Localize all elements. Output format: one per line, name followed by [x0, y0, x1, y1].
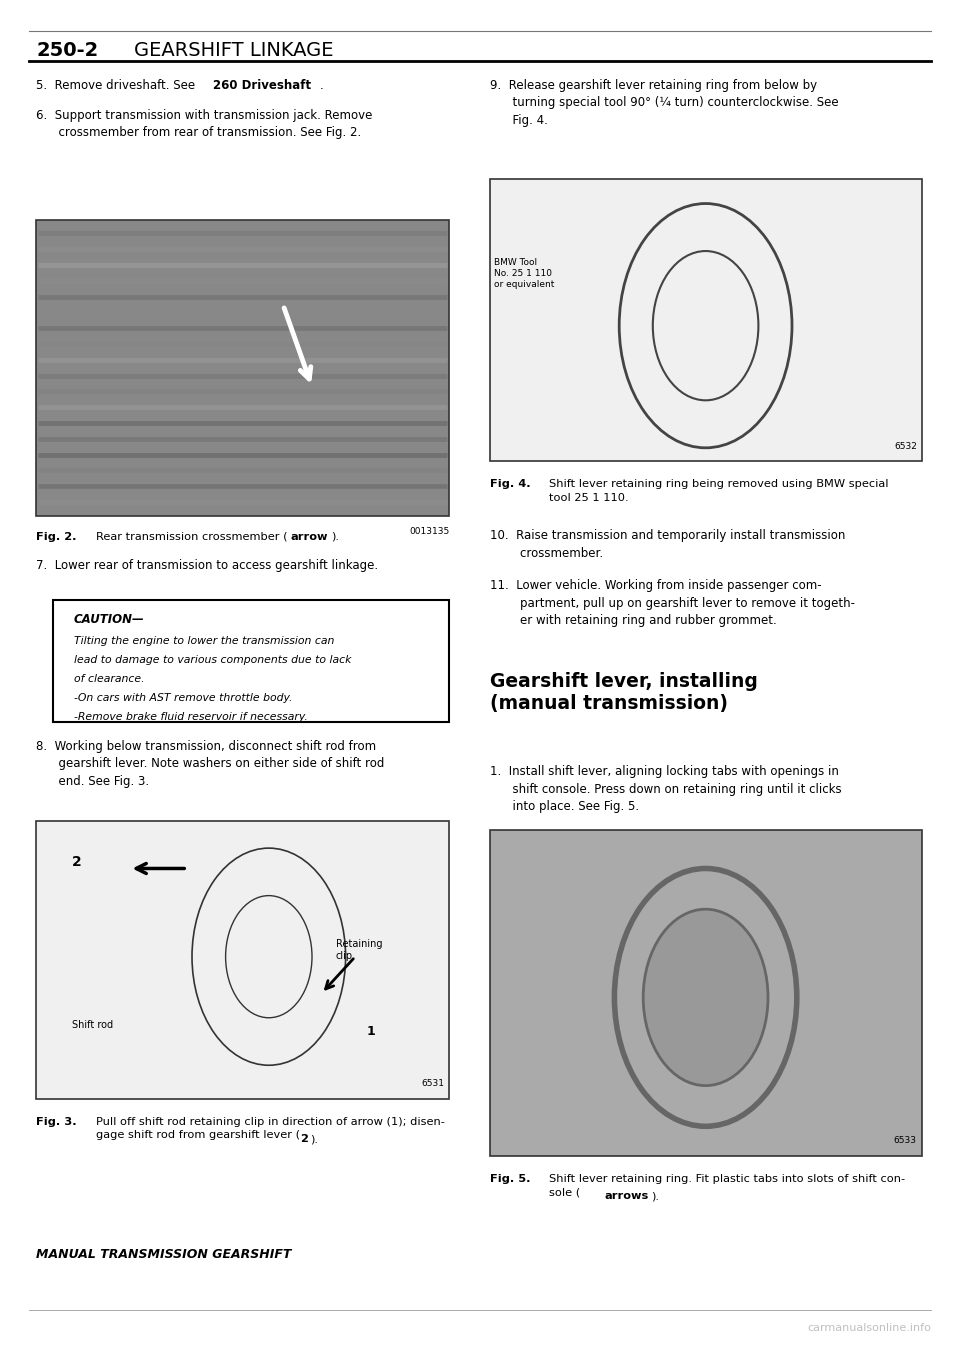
- Text: 6532: 6532: [894, 441, 917, 451]
- Text: 9.  Release gearshift lever retaining ring from below by
      turning special t: 9. Release gearshift lever retaining rin…: [490, 79, 838, 126]
- Text: CAUTION—: CAUTION—: [74, 613, 145, 627]
- Text: Shift lever retaining ring being removed using BMW special
tool 25 1 110.: Shift lever retaining ring being removed…: [549, 479, 889, 502]
- Text: 6531: 6531: [421, 1079, 444, 1088]
- Text: Fig. 2.: Fig. 2.: [36, 532, 77, 541]
- Text: 10.  Raise transmission and temporarily install transmission
        crossmember: 10. Raise transmission and temporarily i…: [490, 529, 845, 559]
- Text: GEARSHIFT LINKAGE: GEARSHIFT LINKAGE: [134, 41, 334, 60]
- Text: Shift rod: Shift rod: [72, 1020, 113, 1030]
- Text: BMW Tool
No. 25 1 110
or equivalent: BMW Tool No. 25 1 110 or equivalent: [494, 258, 555, 289]
- Text: 6533: 6533: [894, 1136, 917, 1145]
- Text: 2: 2: [72, 855, 82, 868]
- Text: Gearshift lever, installing
(manual transmission): Gearshift lever, installing (manual tran…: [490, 672, 757, 714]
- Text: 0013135: 0013135: [409, 527, 449, 536]
- Text: Shift lever retaining ring. Fit plastic tabs into slots of shift con-
sole (: Shift lever retaining ring. Fit plastic …: [549, 1174, 905, 1197]
- Text: 6.  Support transmission with transmission jack. Remove
      crossmember from r: 6. Support transmission with transmissio…: [36, 109, 372, 138]
- Bar: [490, 179, 922, 461]
- Bar: [36, 821, 449, 1099]
- Text: 1: 1: [367, 1025, 375, 1038]
- Text: Fig. 4.: Fig. 4.: [490, 479, 530, 489]
- Text: 1.  Install shift lever, aligning locking tabs with openings in
      shift cons: 1. Install shift lever, aligning locking…: [490, 765, 841, 813]
- Text: -Remove brake fluid reservoir if necessary.: -Remove brake fluid reservoir if necessa…: [74, 712, 308, 722]
- Text: Tilting the engine to lower the transmission can: Tilting the engine to lower the transmis…: [74, 636, 334, 646]
- Circle shape: [643, 909, 768, 1086]
- Bar: [490, 830, 922, 1156]
- Text: ).: ).: [331, 532, 339, 541]
- Text: 7.  Lower rear of transmission to access gearshift linkage.: 7. Lower rear of transmission to access …: [36, 559, 378, 573]
- Text: arrow: arrow: [291, 532, 328, 541]
- Text: .: .: [320, 79, 324, 92]
- Text: 11.  Lower vehicle. Working from inside passenger com-
        partment, pull up: 11. Lower vehicle. Working from inside p…: [490, 579, 854, 627]
- FancyBboxPatch shape: [53, 600, 449, 722]
- Text: Fig. 5.: Fig. 5.: [490, 1174, 530, 1183]
- Text: -On cars with AST remove throttle body.: -On cars with AST remove throttle body.: [74, 693, 293, 703]
- Bar: [36, 220, 449, 516]
- Text: 250-2: 250-2: [36, 41, 99, 60]
- Text: Pull off shift rod retaining clip in direction of arrow (1); disen-
gage shift r: Pull off shift rod retaining clip in dir…: [96, 1117, 444, 1140]
- Text: Fig. 3.: Fig. 3.: [36, 1117, 77, 1126]
- Text: ).: ).: [310, 1134, 318, 1144]
- Text: MANUAL TRANSMISSION GEARSHIFT: MANUAL TRANSMISSION GEARSHIFT: [36, 1248, 292, 1262]
- Text: 260 Driveshaft: 260 Driveshaft: [213, 79, 311, 92]
- Text: 8.  Working below transmission, disconnect shift rod from
      gearshift lever.: 8. Working below transmission, disconnec…: [36, 740, 385, 787]
- Text: 5.  Remove driveshaft. See: 5. Remove driveshaft. See: [36, 79, 200, 92]
- Text: arrows: arrows: [605, 1191, 649, 1201]
- Text: Rear transmission crossmember (: Rear transmission crossmember (: [96, 532, 288, 541]
- Text: of clearance.: of clearance.: [74, 674, 145, 684]
- Text: 2: 2: [300, 1134, 308, 1144]
- Text: lead to damage to various components due to lack: lead to damage to various components due…: [74, 655, 351, 665]
- Text: Retaining
clip: Retaining clip: [336, 939, 382, 962]
- Text: carmanualsonline.info: carmanualsonline.info: [807, 1323, 931, 1333]
- Text: ).: ).: [651, 1191, 659, 1201]
